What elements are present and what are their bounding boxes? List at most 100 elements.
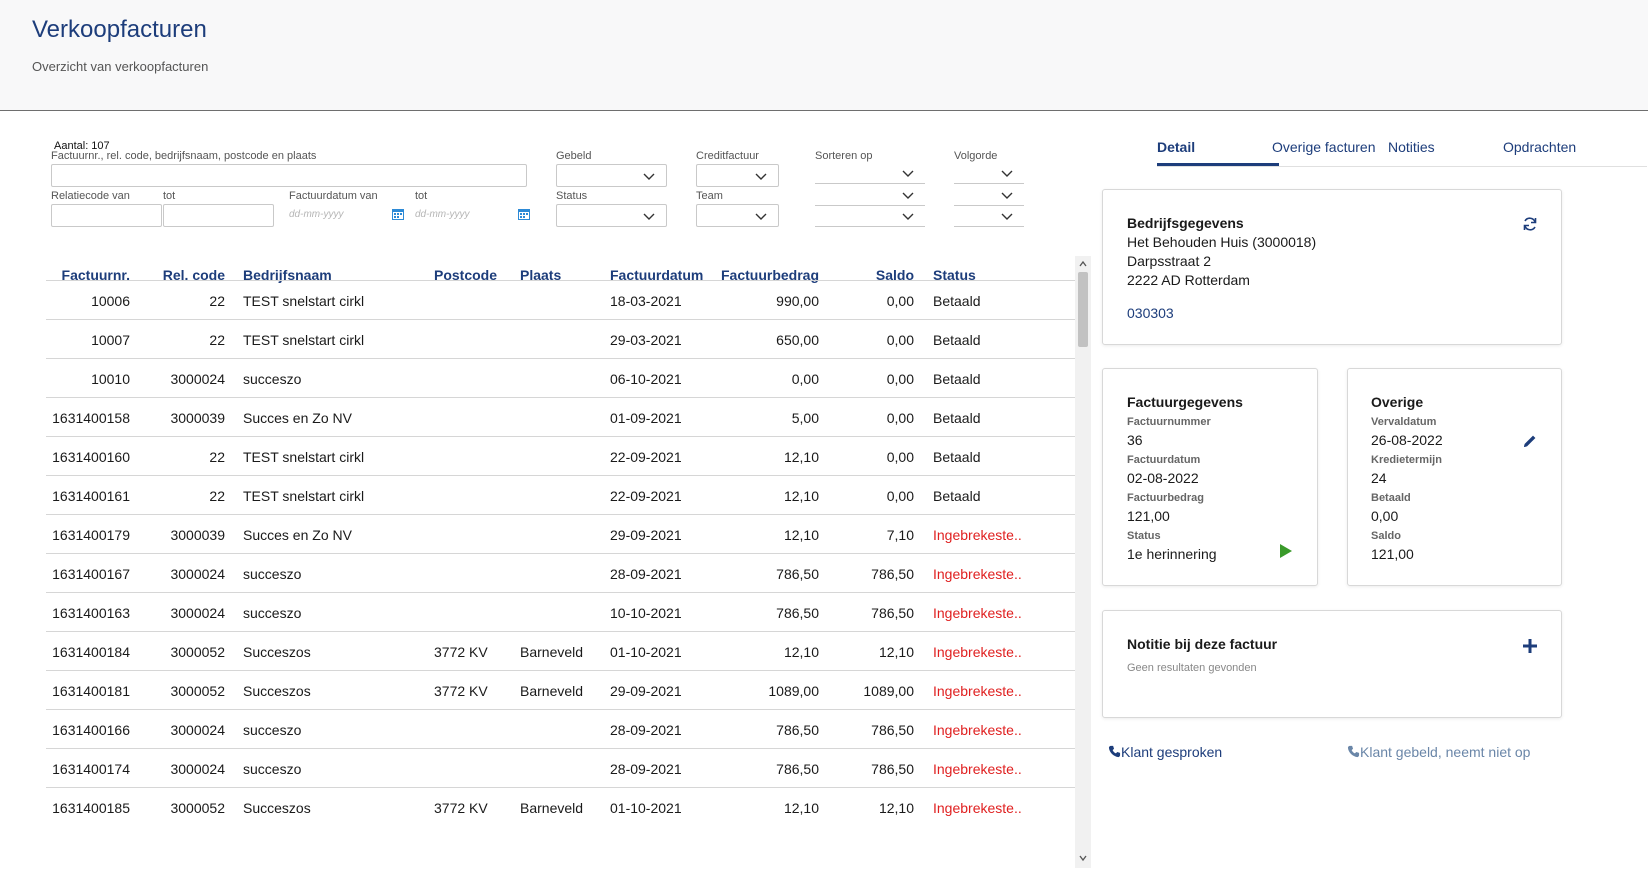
cell-bedrijfsnaam: TEST snelstart cirkl [243,332,365,348]
chevron-down-icon [902,213,914,220]
col-factuurdatum[interactable]: Factuurdatum [610,267,704,283]
table-row[interactable]: 1631400160 22 TEST snelstart cirkl 22-09-20… [46,436,1075,477]
table-row[interactable]: 1631400184 3000052 Succeszos 3772 KV Barneve… [46,631,1075,672]
klant-gebeld-label: Klant gebeld, neemt niet op [1360,744,1531,760]
klant-gebeld-button[interactable]: Klant gebeld, neemt niet op [1347,744,1530,760]
tab-detail[interactable]: Detail [1157,139,1196,155]
cell-saldo: 12,10 [878,644,914,660]
cell-saldo: 0,00 [886,488,914,504]
cell-factuurbedrag: 786,50 [776,761,819,777]
cell-factuurbedrag: 12,10 [783,644,819,660]
cell-status: Ingebrekeste.. [933,800,1022,816]
klant-gesproken-button[interactable]: Klant gesproken [1108,744,1222,760]
relatiecode-tot-input[interactable] [163,204,274,227]
cell-factuurnr: 1631400160 [52,449,130,465]
col-saldo[interactable]: Saldo [875,267,914,283]
scroll-up-icon[interactable] [1079,260,1087,268]
table-row[interactable]: 10010 3000024 succeszo 06-10-2021 0,00 0,00 Be… [46,358,1075,399]
active-tab-indicator [1157,163,1279,166]
cell-factuurbedrag: 786,50 [776,566,819,582]
status-select[interactable] [556,204,667,227]
cell-factuurbedrag: 650,00 [776,332,819,348]
calendar-icon[interactable] [517,207,531,221]
sorteren-select-2[interactable] [815,184,925,206]
col-postcode[interactable]: Postcode [434,267,498,283]
col-plaats[interactable]: Plaats [520,267,562,283]
col-factuurnr[interactable]: Factuurnr. [61,267,130,283]
scroll-down-icon[interactable] [1079,854,1087,862]
cell-bedrijfsnaam: succeszo [243,761,302,777]
cell-factuurnr: 1631400174 [52,761,130,777]
calendar-icon[interactable] [391,207,405,221]
kredietermijn-label: Kredietermijn [1371,454,1442,466]
col-bedrijfsnaam[interactable]: Bedrijfsnaam [243,267,332,283]
table-row[interactable]: 1631400185 3000052 Succeszos 3772 KV Barneve… [46,787,1075,828]
cell-saldo: 0,00 [886,410,914,426]
edit-icon[interactable] [1522,433,1538,449]
cell-bedrijfsnaam: succeszo [243,371,302,387]
sorteren-select[interactable] [815,162,925,184]
bedrijf-phone-link[interactable]: 030303 [1127,305,1174,321]
saldo-label: Saldo [1371,530,1401,542]
table-scrollbar[interactable] [1075,256,1091,868]
table-row[interactable]: 1631400161 22 TEST snelstart cirkl 22-09-20… [46,475,1075,516]
cell-factuurbedrag: 12,10 [783,449,819,465]
cell-relcode: 3000052 [170,800,225,816]
cell-postcode: 3772 KV [434,800,488,816]
refresh-icon[interactable] [1521,215,1539,233]
page-header: Verkoopfacturen Overzicht van verkoopfac… [0,0,1648,111]
sorteren-select-3[interactable] [815,205,925,227]
tab-overige-facturen[interactable]: Overige facturen [1272,139,1376,155]
cell-status: Ingebrekeste.. [933,566,1022,582]
col-relcode[interactable]: Rel. code [162,267,225,283]
cell-factuurdatum: 22-09-2021 [610,488,682,504]
chevron-down-icon [1001,213,1013,220]
relatiecode-van-input[interactable] [51,204,162,227]
col-factuurbedrag[interactable]: Factuurbedrag [720,267,819,283]
plus-icon[interactable] [1522,638,1538,654]
cell-factuurbedrag: 0,00 [791,371,819,387]
table-row[interactable]: 1631400181 3000052 Succeszos 3772 KV Barneve… [46,670,1075,711]
scrollbar-thumb[interactable] [1078,272,1088,347]
cell-factuurnr: 10006 [91,293,130,309]
team-select[interactable] [696,204,779,227]
notitie-empty: Geen resultaten gevonden [1127,662,1257,674]
tab-opdrachten[interactable]: Opdrachten [1503,139,1577,155]
table-row[interactable]: 1631400167 3000024 succeszo 28-09-2021 786,5… [46,553,1075,594]
factuur-card: Factuurgegevens Factuurnummer 36 Factuur… [1102,368,1318,586]
table-row[interactable]: 1631400163 3000024 succeszo 10-10-2021 786,5… [46,592,1075,633]
table-row[interactable]: 10007 22 TEST snelstart cirkl 29-03-2021 650… [46,319,1075,360]
volgorde-select-3[interactable] [954,205,1024,227]
table-row[interactable]: 10006 22 TEST snelstart cirkl 18-03-2021 990… [46,280,1075,321]
creditfactuur-select[interactable] [696,164,779,187]
bedrijf-title: Bedrijfsgegevens [1127,215,1244,231]
col-status[interactable]: Status [933,267,976,283]
volgorde-select[interactable] [954,162,1024,184]
play-icon[interactable] [1279,543,1293,559]
table-row[interactable]: 1631400179 3000039 Succes en Zo NV 29-09-20… [46,514,1075,555]
tab-notities[interactable]: Notities [1388,139,1435,155]
vervaldatum-label: Vervaldatum [1371,416,1437,428]
cell-status: Betaald [933,293,981,309]
factuurdatum-tot-input[interactable]: dd-mm-yyyy [415,209,470,220]
table-row[interactable]: 1631400166 3000024 succeszo 28-09-2021 786,5… [46,709,1075,750]
volgorde-select-2[interactable] [954,184,1024,206]
cell-bedrijfsnaam: TEST snelstart cirkl [243,293,365,309]
cell-bedrijfsnaam: TEST snelstart cirkl [243,488,365,504]
gebeld-select[interactable] [556,164,667,187]
table-row[interactable]: 1631400174 3000024 succeszo 28-09-2021 786,5… [46,748,1075,789]
cell-plaats: Barneveld [520,800,584,816]
cell-factuurnr: 1631400163 [52,605,130,621]
cell-plaats: Barneveld [520,683,584,699]
table-row[interactable]: 1631400158 3000039 Succes en Zo NV 01-09-20… [46,397,1075,438]
cell-bedrijfsnaam: succeszo [243,722,302,738]
chevron-down-icon [643,173,655,180]
cell-factuurdatum: 22-09-2021 [610,449,682,465]
cell-relcode: 3000024 [170,566,225,582]
cell-factuurbedrag: 12,10 [783,488,819,504]
cell-bedrijfsnaam: succeszo [243,605,302,621]
factuurbedrag-label: Factuurbedrag [1127,492,1205,504]
factuurdatum-van-input[interactable]: dd-mm-yyyy [289,209,344,220]
chevron-down-icon [755,173,767,180]
search-input[interactable] [51,164,527,187]
